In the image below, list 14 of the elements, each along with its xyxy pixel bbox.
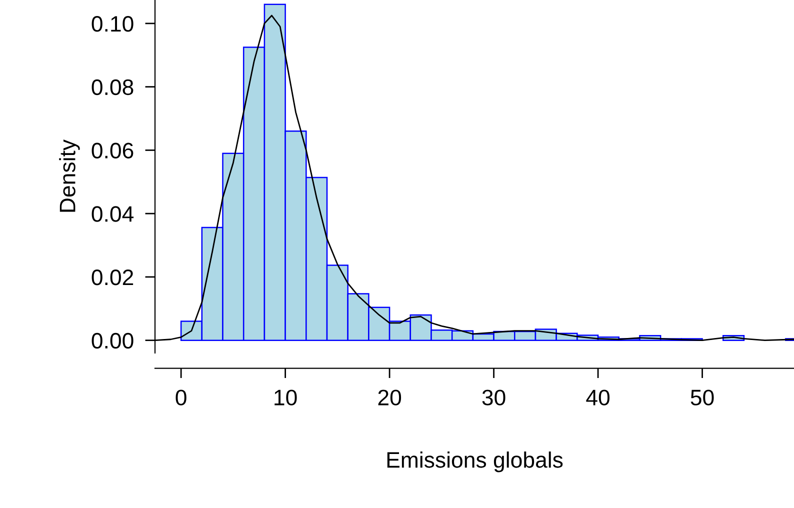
- x-tick-label: 50: [690, 390, 714, 406]
- x-tick-label: 10: [274, 390, 297, 406]
- x-axis-title: Emissions globals: [387, 451, 563, 472]
- y-tick-label: 0.08: [92, 79, 134, 96]
- y-tick-label: 0.06: [92, 142, 134, 158]
- y-tick-label: 0.02: [92, 269, 134, 286]
- y-tick-label: 0.10: [92, 16, 134, 32]
- y-tick-label: 0.04: [92, 206, 134, 222]
- y-tick-label: 0.00: [92, 332, 134, 349]
- x-tick-label: 20: [378, 390, 402, 406]
- x-tick-label: 30: [482, 390, 506, 406]
- x-tick-label: 0: [176, 390, 186, 406]
- y-axis-title: Density: [59, 139, 80, 212]
- x-tick-label: 40: [586, 390, 610, 406]
